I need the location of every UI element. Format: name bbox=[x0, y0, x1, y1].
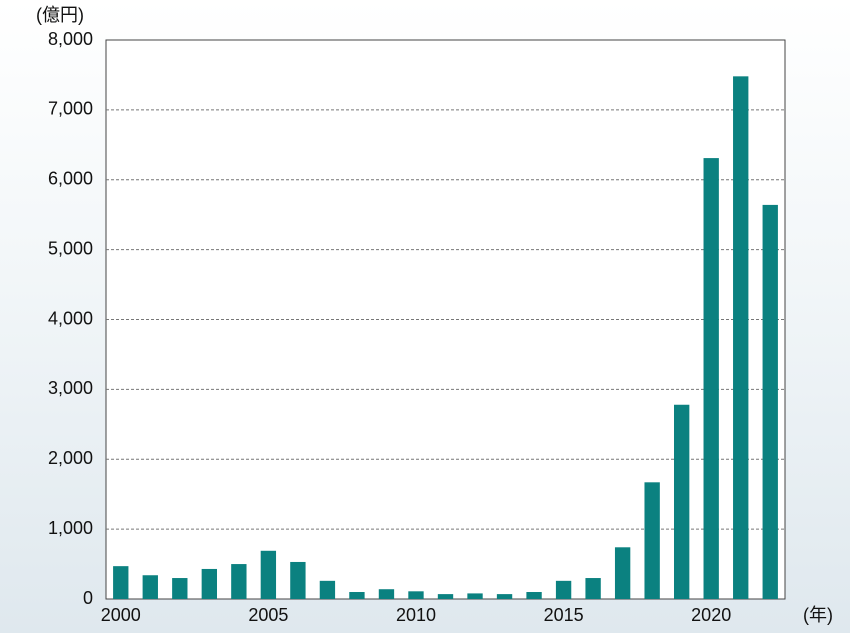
y-tick-label: 0 bbox=[83, 588, 93, 608]
bar bbox=[349, 592, 365, 599]
y-tick-label: 3,000 bbox=[48, 378, 93, 398]
y-axis-label: (億円) bbox=[36, 5, 84, 25]
bar bbox=[408, 591, 424, 599]
bar bbox=[673, 404, 690, 599]
x-tick-label: 2015 bbox=[544, 605, 584, 625]
bar bbox=[526, 592, 542, 599]
bar bbox=[172, 578, 188, 599]
bar bbox=[113, 566, 129, 599]
x-axis-label: (年) bbox=[803, 605, 833, 625]
y-tick-label: 4,000 bbox=[48, 308, 93, 328]
bar bbox=[231, 564, 247, 599]
bar bbox=[703, 158, 719, 599]
bar bbox=[733, 76, 749, 599]
x-tick-label: 2000 bbox=[101, 605, 141, 625]
bar bbox=[319, 580, 336, 599]
x-tick-label: 2020 bbox=[691, 605, 731, 625]
y-tick-label: 2,000 bbox=[48, 448, 93, 468]
y-tick-label: 6,000 bbox=[48, 169, 93, 189]
bar bbox=[201, 568, 218, 599]
bar bbox=[290, 561, 306, 599]
bar bbox=[467, 593, 483, 599]
y-tick-label: 7,000 bbox=[48, 99, 93, 119]
bar bbox=[142, 575, 158, 599]
bar bbox=[644, 482, 660, 599]
bar bbox=[555, 580, 572, 599]
bar bbox=[762, 204, 778, 599]
bar bbox=[614, 547, 631, 599]
y-tick-label: 1,000 bbox=[48, 518, 93, 538]
y-tick-label: 8,000 bbox=[48, 29, 93, 49]
bar bbox=[260, 550, 277, 599]
bar bbox=[437, 594, 454, 599]
y-tick-label: 5,000 bbox=[48, 238, 93, 258]
x-tick-label: 2005 bbox=[248, 605, 288, 625]
bar bbox=[496, 594, 513, 599]
bar bbox=[585, 578, 601, 599]
bar bbox=[378, 589, 395, 599]
x-tick-label: 2010 bbox=[396, 605, 436, 625]
